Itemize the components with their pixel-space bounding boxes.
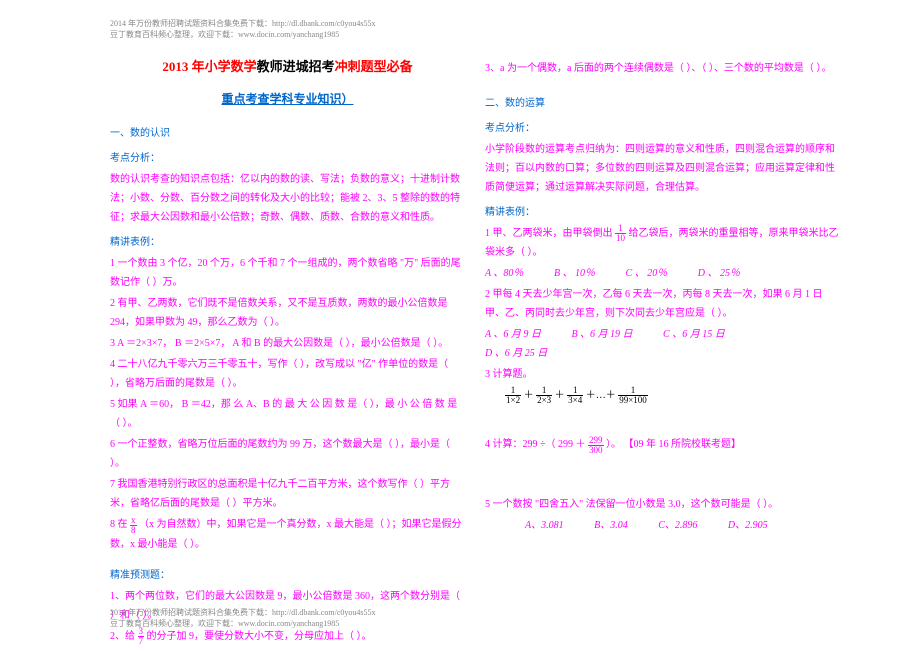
s2-q1: 1 甲、乙两袋米，由甲袋倒出 110 给乙袋后，两袋米的重量相等，原来甲袋米比乙… xyxy=(485,224,840,262)
s2-c2: A 、6 月 9 日 B 、6 月 19 日 C 、6 月 15 日 D 、6 … xyxy=(485,325,840,363)
header-line-2: 豆丁教育百科频心整理，欢迎下载：www.docin.com/yanchang19… xyxy=(110,29,376,40)
page-header: 2014 年万份教师招聘试题资料合集免费下载：http://dl.dbank.c… xyxy=(110,18,376,40)
q8-post: （x 为自然数）中，如果它是一个真分数，x 最大能是（ ）；如果它是假分数，x … xyxy=(110,519,462,549)
c2-a: A 、6 月 9 日 xyxy=(485,325,541,344)
s1-q3: 3 A ＝2×3×7， B ＝2×5×7， A 和 B 的最大公因数是（ ），最… xyxy=(110,334,465,353)
s2-c5: A、3.081 B、3.04 C、2.896 D、2.905 xyxy=(485,516,840,535)
c2-c: C 、6 月 15 日 xyxy=(663,325,725,344)
q8-pre: 8 在 xyxy=(110,519,128,530)
s2-q4: 4 计算：299 ÷（ 299 ＋ 299300 ）。 【09 年 16 所院校… xyxy=(485,435,840,454)
s1-q5: 5 如果 A ＝60， B ＝42，那 么 A、B 的 最 大 公 因 数 是（… xyxy=(110,395,465,433)
c1-a: A 、80％ xyxy=(485,264,523,283)
s1-q4: 4 二十八亿九千零六万三千零五十，写作（ ），改写成以 "亿" 作单位的数是（ … xyxy=(110,355,465,393)
footer-line-2: 豆丁教育百科频心整理，欢迎下载：www.docin.com/yanchang19… xyxy=(110,618,376,629)
kaodian-head: 考点分析： xyxy=(110,149,465,168)
c2-d: D 、6 月 25 日 xyxy=(485,344,547,363)
s1-q6: 6 一个正整数，省略万位后面的尾数约为 99 万，这个数最大是（ ），最小是（ … xyxy=(110,435,465,473)
c1-b: B 、 10％ xyxy=(554,264,595,283)
section-2-head: 二、数的运算 xyxy=(485,94,840,113)
s1-q2: 2 有甲、乙两数，它们既不是倍数关系，又不是互质数，两数的最小公倍数是 294，… xyxy=(110,294,465,332)
frac-3-7: 37 xyxy=(138,627,145,646)
pq2-post: 的分子加 9，要使分数大小不变，分母应加上（ ）。 xyxy=(147,631,372,642)
expr-t1: 11×2 xyxy=(505,386,521,405)
jingjiang-head: 精讲表例： xyxy=(110,233,465,252)
footer-line-1: 2014 年万份教师招聘试题资料合集免费下载：http://dl.dbank.c… xyxy=(110,607,376,618)
expr-t3: 13×4 xyxy=(567,386,583,405)
c5-b: B、3.04 xyxy=(594,516,628,535)
frac-x-8: x8 xyxy=(130,516,137,535)
header-line-1: 2014 年万份教师招聘试题资料合集免费下载：http://dl.dbank.c… xyxy=(110,18,376,29)
s2-c1: A 、80％ B 、 10％ C 、 20％ D 、 25％ xyxy=(485,264,840,283)
c5-d: D、2.905 xyxy=(728,516,768,535)
frac-299-300: 299300 xyxy=(588,436,604,455)
s2-intro: 小学阶段数的运算考点归纳为：四则运算的意义和性质，四则混合运算的顺序和法则；百以… xyxy=(485,140,840,197)
predict-head: 精准预测题： xyxy=(110,566,465,585)
s1-intro: 数的认识考查的知识点包括：亿以内的数的读、写法；负数的意义；十进制计数法；小数、… xyxy=(110,170,465,227)
title-red-left: 2013 年小学数学 xyxy=(162,59,256,74)
title-black: 教师进城招考 xyxy=(257,59,335,74)
section-1-head: 一、数的认识 xyxy=(110,124,465,143)
expr-t4: 199×100 xyxy=(618,386,648,405)
expr-t2: 12×3 xyxy=(536,386,552,405)
frac-1-10: 110 xyxy=(615,224,626,243)
s1-q8: 8 在 x8 （x 为自然数）中，如果它是一个真分数，x 最大能是（ ）；如果它… xyxy=(110,515,465,553)
c1-d: D 、 25％ xyxy=(698,264,740,283)
c1-c: C 、 20％ xyxy=(626,264,668,283)
frac-expr: 11×2 ＋ 12×3 ＋ 13×4 ＋…＋ 199×100 xyxy=(485,386,840,405)
c5-a: A、3.081 xyxy=(525,516,564,535)
page-footer: 2014 年万份教师招聘试题资料合集免费下载：http://dl.dbank.c… xyxy=(110,607,376,629)
main-title: 2013 年小学数学教师进城招考冲刺题型必备 xyxy=(110,55,465,80)
s2-jingjiang: 精讲表例： xyxy=(485,203,840,222)
left-column: 2013 年小学数学教师进城招考冲刺题型必备 重点考查学科专业知识） 一、数的认… xyxy=(110,55,475,601)
q4-post: ）。 【09 年 16 所院校联考题】 xyxy=(606,439,741,450)
q4-pre: 4 计算：299 ÷（ 299 ＋ xyxy=(485,439,586,450)
s2-pq3: 3、a 为一个偶数，a 后面的两个连续偶数是（ ）、（ ）、三个数的平均数是（ … xyxy=(485,59,840,78)
title-red-right: 冲刺题型必备 xyxy=(335,59,413,74)
s1-q1: 1 一个数由 3 个亿，20 个万，6 个千和 7 个一组成的，两个数省略 "万… xyxy=(110,254,465,292)
content-area: 2013 年小学数学教师进城招考冲刺题型必备 重点考查学科专业知识） 一、数的认… xyxy=(110,55,850,601)
s2-q3: 3 计算题。 xyxy=(485,365,840,384)
s2-q5: 5 一个数按 "四舍五入" 法保留一位小数是 3.0，这个数可能是（ ）。 xyxy=(485,495,840,514)
c2-b: B 、6 月 19 日 xyxy=(571,325,632,344)
s1-q7: 7 我国香港特别行政区的总面积是十亿九千二百平方米，这个数写作（ ）平方米，省略… xyxy=(110,475,465,513)
c5-c: C、2.896 xyxy=(658,516,697,535)
q1-pre: 1 甲、乙两袋米，由甲袋倒出 xyxy=(485,228,613,239)
s2-kaodian: 考点分析： xyxy=(485,119,840,138)
right-column: 3、a 为一个偶数，a 后面的两个连续偶数是（ ）、（ ）、三个数的平均数是（ … xyxy=(475,55,850,601)
subtitle: 重点考查学科专业知识） xyxy=(110,88,465,111)
s2-q2: 2 甲每 4 天去少年宫一次，乙每 6 天去一次，丙每 8 天去一次，如果 6 … xyxy=(485,285,840,323)
pq2-pre: 2、给 xyxy=(110,631,135,642)
s1-pq2: 2、给 37 的分子加 9，要使分数大小不变，分母应加上（ ）。 xyxy=(110,627,465,646)
